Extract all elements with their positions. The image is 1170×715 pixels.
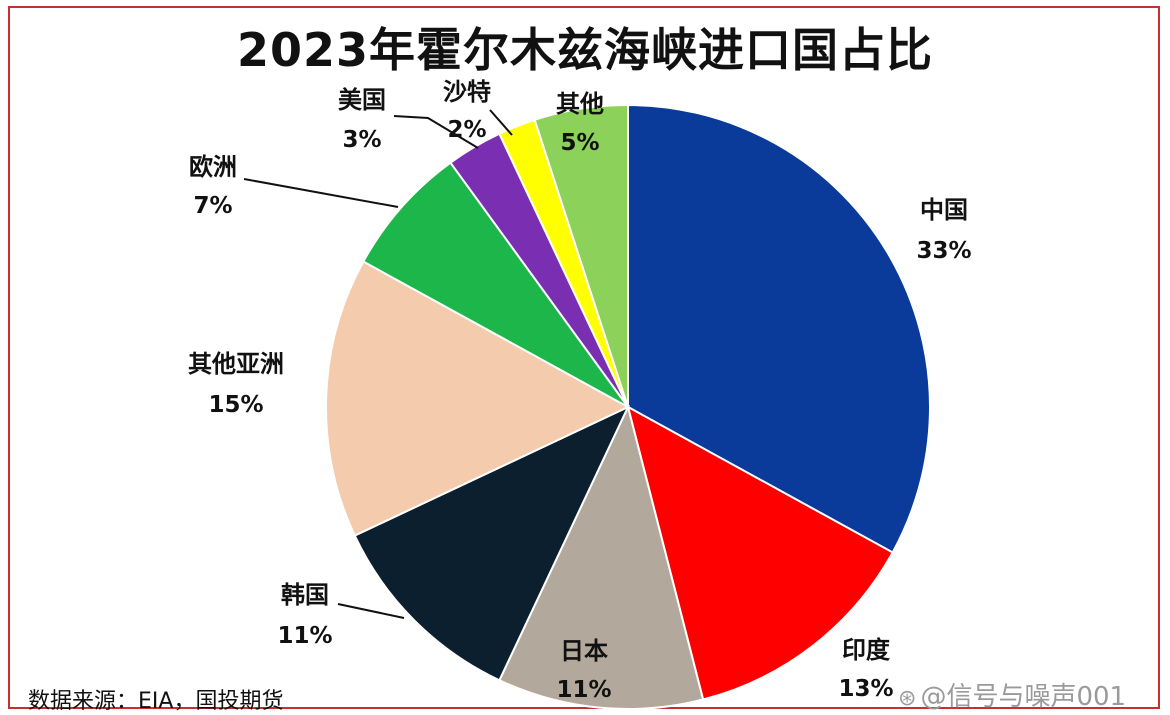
pie-slices (325, 103, 931, 710)
slice-label-name: 欧洲 (189, 153, 237, 181)
slice-label-name: 其他 (556, 90, 604, 118)
slice-label-value: 5% (560, 130, 599, 156)
slice-label-value: 33% (916, 238, 971, 264)
leader-line-4 (337, 603, 405, 619)
slice-label-name: 中国 (920, 196, 968, 224)
pie-slice-3 (498, 404, 705, 710)
slice-labels: 中国 33% 印度 13% 日本 11% 韩国 11% 其他亚洲 15% 欧洲 7% 美国 3% 沙特 2% 其… (188, 78, 972, 703)
pie-slice-4 (353, 404, 631, 682)
leader-line-6 (243, 178, 399, 208)
pie-slice-5 (325, 260, 631, 537)
slice-label-name: 美国 (338, 86, 386, 114)
leader-lines (243, 109, 513, 619)
watermark: ⊛ @信号与噪声001 (898, 676, 1126, 713)
slice-label-name: 韩国 (281, 581, 329, 609)
pie-slice-9 (533, 103, 629, 408)
pie-slice-6 (362, 161, 629, 408)
leader-line-7 (393, 115, 479, 149)
slice-label-value: 15% (208, 392, 263, 418)
slice-label-value: 2% (447, 117, 486, 143)
slice-label-name: 日本 (560, 637, 608, 665)
chart-title: 2023年霍尔木兹海峡进口国占比 (236, 23, 934, 77)
slice-label-value: 7% (193, 193, 232, 219)
source-note: 数据来源：EIA，国投期货 (28, 689, 284, 714)
slice-label-value: 13% (838, 676, 893, 702)
pie-slice-1 (627, 103, 931, 554)
slice-label-value: 11% (277, 623, 332, 649)
leader-line-8 (489, 109, 513, 136)
watermark-text: @信号与噪声001 (920, 682, 1127, 712)
slice-label-name: 印度 (842, 636, 891, 664)
slice-label-name: 其他亚洲 (188, 350, 284, 378)
weibo-icon: ⊛ (898, 686, 917, 711)
slice-label-name: 沙特 (443, 78, 491, 106)
slice-label-value: 11% (556, 677, 611, 703)
slice-label-value: 3% (342, 127, 381, 153)
pie-slice-2 (626, 405, 894, 701)
